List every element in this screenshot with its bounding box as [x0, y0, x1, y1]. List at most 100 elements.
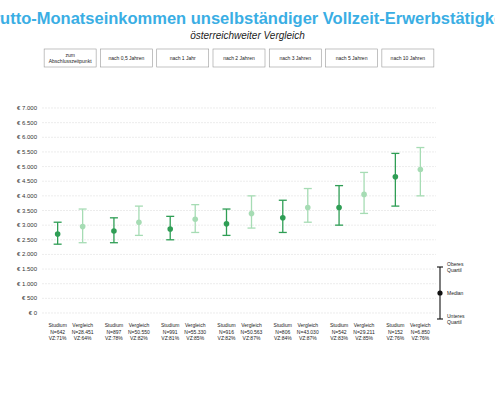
- grid-line: [42, 181, 436, 182]
- lower-cap: [166, 239, 174, 240]
- grid-line: [42, 298, 436, 299]
- lower-cap: [135, 235, 143, 236]
- lower-cap: [391, 205, 399, 206]
- upper-cap: [79, 208, 87, 209]
- median-dot: [393, 174, 399, 180]
- median-dot: [336, 205, 342, 211]
- group-label: VZ:84%: [274, 335, 292, 341]
- facet-box: [326, 49, 378, 67]
- grid-line: [42, 283, 436, 284]
- legend-cap: [437, 318, 443, 319]
- legend-label-line: Quartil: [447, 267, 462, 273]
- median-dot: [224, 221, 230, 227]
- median-dot: [249, 211, 255, 217]
- y-tick-label: € 5.500: [17, 149, 38, 155]
- group-label: Vergleich: [354, 322, 375, 328]
- group-label: VZ:81%: [161, 335, 179, 341]
- facet-label: nach 3 Jahren: [279, 55, 311, 61]
- grid-line: [42, 122, 436, 123]
- group-label: VZ:87%: [299, 335, 317, 341]
- group-label: N=28.451: [72, 329, 94, 335]
- grid-line: [42, 254, 436, 255]
- group-label: N=897: [106, 329, 121, 335]
- y-tick-label: € 3.500: [17, 208, 38, 214]
- grid-line: [42, 166, 436, 167]
- group-label: N=55.330: [184, 329, 206, 335]
- legend-label-line: Quartil: [447, 319, 462, 325]
- y-tick-label: € 1.500: [17, 266, 38, 272]
- group-label: N=50.550: [128, 329, 150, 335]
- y-tick-label: € 2.000: [17, 251, 38, 257]
- lower-cap: [223, 235, 231, 236]
- group-label: N=50.563: [241, 329, 263, 335]
- legend-label-line: Median: [447, 290, 464, 296]
- facet-label-line: nach 2 Jahren: [223, 55, 255, 61]
- upper-cap: [191, 204, 199, 205]
- lower-cap: [248, 227, 256, 228]
- lower-cap: [335, 224, 343, 225]
- y-tick-label: € 2.500: [17, 237, 38, 243]
- chart: Brutto-Monatseinkommen unselbständiger V…: [0, 0, 495, 400]
- upper-cap: [135, 205, 143, 206]
- legend-label: UnteresQuartil: [447, 313, 465, 325]
- facet-label-line: nach 10 Jahren: [391, 55, 426, 61]
- lower-cap: [304, 222, 312, 223]
- grid-line: [42, 210, 436, 211]
- group-label: Vergleich: [129, 322, 150, 328]
- upper-cap: [304, 188, 312, 189]
- group-label: N=6.850: [411, 329, 430, 335]
- lower-cap: [360, 213, 368, 214]
- lower-cap: [54, 244, 62, 245]
- facet-label-line: Abschlusszeitpunkt: [49, 58, 92, 64]
- lower-cap: [79, 242, 87, 243]
- legend-label: Median: [447, 290, 464, 296]
- quartile-range: [395, 153, 396, 206]
- upper-cap: [360, 172, 368, 173]
- median-dot: [192, 216, 198, 222]
- group-label: N=916: [219, 329, 234, 335]
- median-dot: [80, 224, 86, 230]
- grid-line: [42, 313, 436, 314]
- upper-cap: [223, 208, 231, 209]
- title: Brutto-Monatseinkommen unselbständiger V…: [0, 9, 495, 27]
- facet-label: zumAbschlusszeitpunkt: [49, 52, 92, 64]
- y-tick-label: € 500: [22, 295, 38, 301]
- group-label: VZ:78%: [105, 335, 123, 341]
- grid-line: [42, 225, 436, 226]
- y-tick-label: € 5.000: [17, 164, 38, 170]
- group-label: VZ:83%: [330, 335, 348, 341]
- y-tick-label: € 0: [29, 310, 38, 316]
- facet-label-line: nach 5 Jahren: [336, 55, 368, 61]
- group-label: Vergleich: [72, 322, 93, 328]
- group-label: N=991: [163, 329, 178, 335]
- grid-line: [42, 239, 436, 240]
- grid-line: [42, 269, 436, 270]
- y-tick-label: € 7.000: [17, 105, 38, 111]
- median-dot: [280, 215, 286, 221]
- facet-label: nach 5 Jahren: [336, 55, 368, 61]
- upper-cap: [110, 217, 118, 218]
- group-label: Vergleich: [297, 322, 318, 328]
- group-label: Vergleich: [410, 322, 431, 328]
- legend-dot: [437, 290, 442, 295]
- median-dot: [136, 219, 142, 225]
- facet-box: [213, 49, 265, 67]
- facet-label: nach 1 Jahr: [170, 55, 196, 61]
- facet-box: [269, 49, 321, 67]
- group-label: N=542: [332, 329, 347, 335]
- group-label: Vergleich: [185, 322, 206, 328]
- lower-cap: [110, 242, 118, 243]
- lower-cap: [416, 195, 424, 196]
- group-label: VZ:87%: [243, 335, 261, 341]
- group-label: Studium: [330, 322, 348, 328]
- group-label: VZ:64%: [74, 335, 92, 341]
- group-label: VZ:82%: [218, 335, 236, 341]
- group-label: VZ:85%: [186, 335, 204, 341]
- group-label: Studium: [161, 322, 179, 328]
- legend-cap: [437, 266, 443, 267]
- subtitle: österreichweiter Vergleich: [190, 30, 305, 41]
- group-label: N=806: [275, 329, 290, 335]
- facet-label-line: nach 1 Jahr: [170, 55, 196, 61]
- y-tick-label: € 4.000: [17, 193, 38, 199]
- group-label: VZ:85%: [355, 335, 373, 341]
